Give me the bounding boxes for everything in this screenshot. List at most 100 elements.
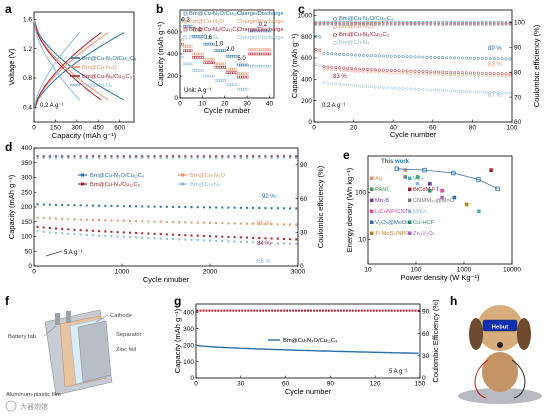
data-point: [381, 68, 385, 72]
efficiency-point: [286, 309, 289, 312]
efficiency-point: [496, 21, 500, 24]
data-point: [268, 48, 271, 51]
efficiency-point: [226, 309, 229, 312]
data-point: [405, 87, 409, 91]
x-tick-label: 20: [350, 125, 358, 132]
efficiency-point: [321, 309, 324, 312]
data-point: [202, 239, 205, 242]
efficiency-point: [492, 22, 496, 26]
data-point: [243, 87, 247, 91]
efficiency-point: [128, 156, 131, 159]
efficiency-point: [67, 156, 70, 159]
efficiency-point: [196, 156, 199, 159]
this-work-label: This work: [381, 159, 410, 165]
efficiency-point: [378, 21, 381, 25]
efficiency-point: [461, 23, 464, 26]
data-point: [248, 52, 251, 56]
discharge-curve: [33, 19, 125, 101]
efficiency-point: [489, 21, 492, 24]
efficiency-point: [327, 309, 330, 312]
data-point: [457, 89, 460, 93]
efficiency-point: [457, 21, 460, 24]
data-point: [202, 234, 205, 237]
efficiency-point: [238, 309, 241, 312]
legend-entry: Bm@Cu-N₄: [339, 40, 370, 46]
efficiency-point: [469, 21, 472, 25]
legend-entry: Mn₂B: [375, 198, 389, 204]
efficiency-point: [382, 22, 385, 26]
data-point: [385, 54, 389, 58]
efficiency-point: [48, 156, 51, 159]
efficiency-point: [122, 156, 125, 159]
data-point: [425, 88, 429, 92]
data-point: [457, 73, 460, 77]
legend-swatch: [333, 41, 337, 45]
data-point: [468, 71, 472, 75]
efficiency-point: [399, 309, 402, 312]
data-point: [433, 70, 437, 74]
efficiency-point: [354, 309, 357, 312]
data-point: [165, 220, 168, 223]
data-point: [415, 182, 420, 186]
data-point: [216, 79, 220, 82]
data-point: [243, 63, 247, 67]
y-tick-label: 50: [25, 248, 33, 255]
data-point: [369, 54, 373, 58]
data-point: [381, 54, 385, 58]
data-point: [219, 79, 222, 82]
y-tick-label: 1.6: [23, 17, 32, 24]
efficiency-point: [276, 156, 279, 159]
data-point: [270, 241, 273, 244]
panel-label-b: b: [156, 2, 163, 16]
data-point: [492, 57, 496, 61]
data-point: [225, 71, 229, 74]
legend-entry: Bm@Cu-N₄: [82, 83, 113, 89]
axis-frame: [33, 11, 135, 123]
data-point: [362, 84, 365, 88]
data-point: [180, 56, 184, 59]
data-point: [366, 54, 369, 57]
efficiency-point: [85, 156, 88, 159]
data-point: [468, 56, 472, 60]
efficiency-point: [401, 23, 405, 26]
data-point: [183, 25, 186, 28]
data-point: [189, 62, 193, 66]
efficiency-point: [135, 156, 138, 159]
data-point: [266, 52, 269, 56]
efficiency-point: [372, 309, 375, 312]
efficiency-point: [417, 309, 420, 312]
data-point: [185, 45, 188, 48]
data-point: [476, 73, 480, 77]
retention-label: 83 %: [488, 62, 502, 68]
y-tick-label: 300: [183, 326, 194, 333]
data-point: [421, 70, 425, 73]
efficiency-point: [477, 21, 480, 24]
data-point: [153, 220, 156, 223]
retention-label: 89 %: [488, 46, 502, 52]
legend-marker: [408, 176, 412, 180]
efficiency-point: [307, 309, 309, 312]
data-point: [453, 56, 457, 60]
legend-marker: [408, 209, 412, 213]
data-point: [266, 64, 269, 68]
efficiency-point: [312, 309, 315, 312]
legend-swatch: [183, 35, 188, 40]
data-point: [314, 63, 318, 67]
data-point: [221, 222, 224, 225]
data-point: [461, 56, 464, 60]
efficiency-point: [469, 23, 472, 26]
data-point: [85, 229, 88, 232]
efficiency-point: [441, 23, 444, 26]
data-point: [215, 239, 218, 242]
data-point: [252, 48, 256, 51]
data-point: [159, 233, 162, 236]
y-tick-label: 60: [300, 196, 308, 203]
data-point: [373, 85, 377, 89]
retention-label: 66 %: [257, 259, 271, 265]
panel-d: d92 %86 %84 %66 %0 1000 2000 30000501001502…: [5, 140, 325, 284]
legend-marker: [81, 182, 84, 186]
efficiency-point: [250, 309, 253, 312]
data-point: [187, 45, 191, 48]
data-point: [248, 48, 251, 51]
data-point: [91, 234, 94, 237]
